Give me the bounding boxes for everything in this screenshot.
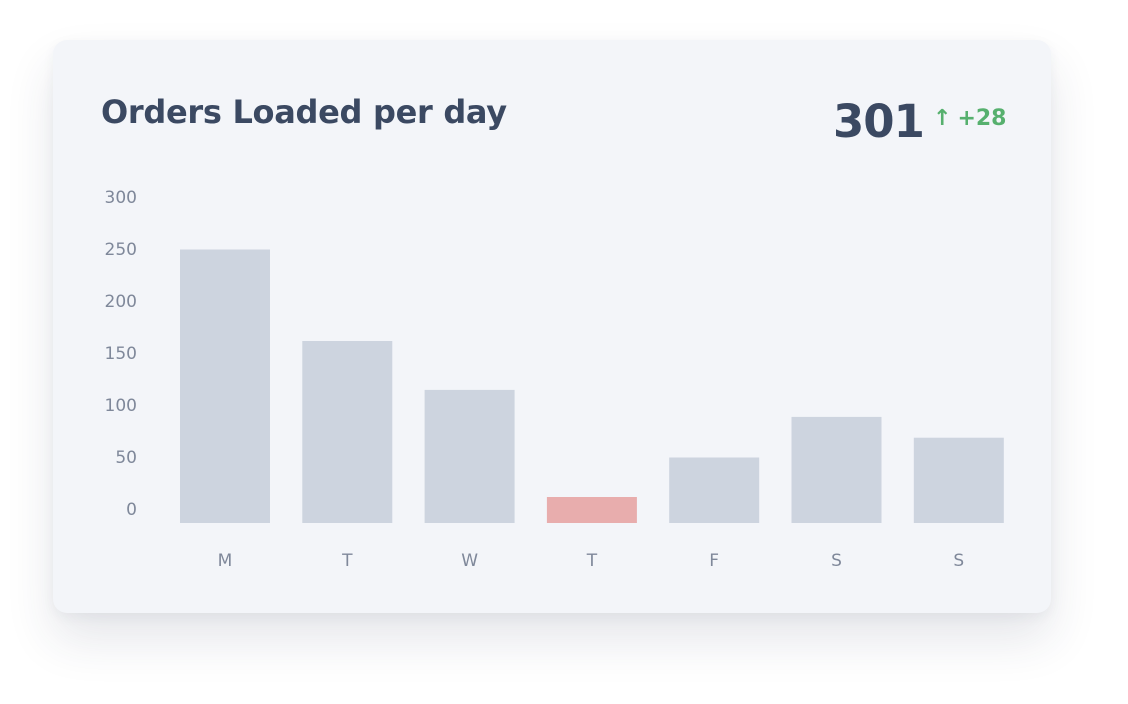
orders-delta-value: +28 [957,106,1007,131]
x-tick-label: W [461,551,478,571]
x-tick-label: T [341,551,353,571]
bar-5[interactable] [669,457,760,524]
y-tick-label: 150 [105,344,137,364]
bar-1[interactable] [180,249,270,524]
y-tick-label: 250 [105,240,137,260]
y-tick-label: 50 [115,448,137,468]
x-tick-label: F [709,551,719,571]
y-tick-label: 100 [105,396,137,416]
x-tick-label: S [953,551,964,571]
y-tick-label: 0 [126,500,137,520]
bar-6[interactable] [791,416,882,523]
bar-4[interactable] [546,497,637,523]
bar-3[interactable] [424,389,515,523]
x-tick-label: M [218,551,233,571]
arrow-up-icon: ↑ [933,106,952,131]
chart-title: Orders Loaded per day [101,93,507,131]
x-tick-label: S [831,551,842,571]
orders-chart-card: Orders Loaded per day 301 ↑ +28 0 50 100 150… [53,40,1051,613]
bar-7[interactable] [913,437,1004,523]
x-tick-label: T [586,551,598,571]
y-tick-label: 200 [105,292,137,312]
orders-delta: ↑ +28 [933,104,1007,134]
bar-2[interactable] [302,341,393,523]
orders-total: 301 [833,95,925,148]
y-tick-label: 300 [105,188,137,208]
bar-chart: 0 50 100 150 200 250 300 M T W T F S S [105,188,1004,571]
